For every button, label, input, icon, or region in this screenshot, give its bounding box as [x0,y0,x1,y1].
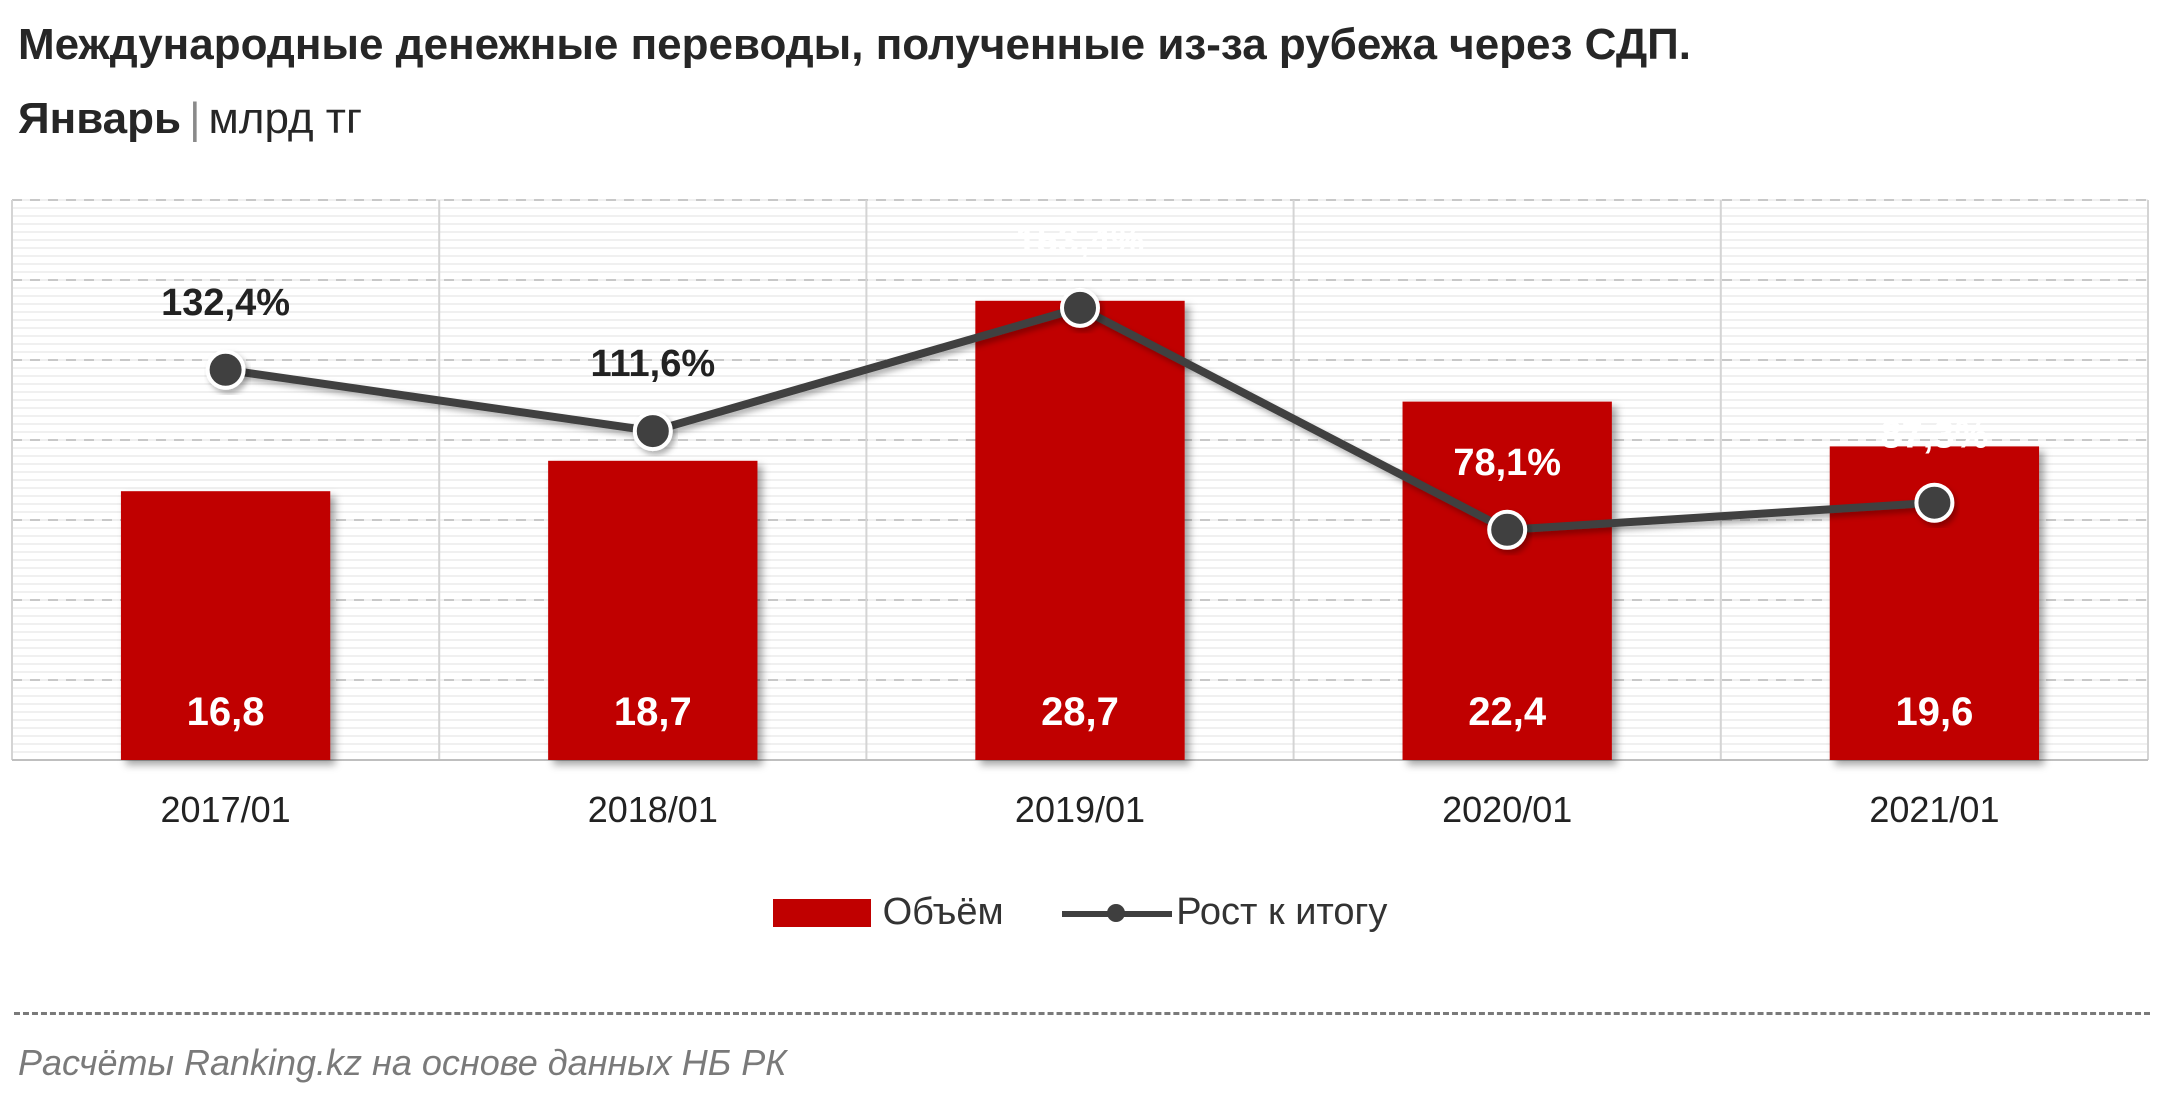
footer-divider [14,1012,2150,1015]
bar-value-label: 22,4 [1468,690,1547,734]
legend-line-label: Рост к итогу [1176,891,1388,934]
bar-value-label: 28,7 [1041,690,1119,734]
line-value-label: 132,4% [161,282,290,324]
legend-item-bar: Объём [772,891,1004,934]
line-value-label: 87,3% [1881,415,1989,457]
data-labels: 16,8 18,7 28,7 22,4 19,6 132,4% 111,6% 153,4% 78… [161,220,1988,734]
subtitle-period: Январь [18,94,182,143]
x-axis-tick-labels: 2017/01 2018/01 2019/01 2020/01 2021/01 [161,789,2000,830]
line-value-label: 153,4% [1016,220,1145,262]
legend: Объём Рост к итогу [0,890,2160,934]
x-tick-label: 2021/01 [1869,789,1999,830]
bar-value-label: 18,7 [614,690,692,734]
bar-value-label: 19,6 [1895,690,1973,734]
chart-subtitle: Январь | млрд тг [18,88,362,150]
x-tick-label: 2017/01 [161,789,291,830]
source-note: Расчёты Ranking.kz на основе данных НБ Р… [18,1042,787,1083]
line-point-2019/01 [1060,287,1100,328]
bar-2018/01 [548,460,758,760]
x-tick-label: 2020/01 [1442,789,1572,830]
line-point-2020/01 [1487,509,1528,550]
line-point-2021/01 [1914,482,1955,523]
legend-bar-swatch [772,898,871,927]
line-point-2018/01 [632,411,673,452]
chart-title: Международные денежные переводы, получен… [18,20,1692,69]
subtitle-separator: | [189,94,201,143]
legend-line-swatch [1062,898,1173,928]
legend-item-line: Рост к итогу [1062,891,1387,934]
bar-2020/01 [1402,401,1612,760]
subtitle-unit: млрд тг [208,94,362,143]
x-tick-label: 2019/01 [1015,789,1145,830]
line-value-label: 78,1% [1453,442,1561,484]
x-tick-label: 2018/01 [588,789,718,830]
line-value-label: 111,6% [590,343,715,385]
bar-2017/01 [120,491,331,760]
line-point-2017/01 [205,349,246,390]
legend-bar-label: Объём [882,891,1004,934]
line-series [205,287,1955,550]
bar-value-label: 16,8 [187,690,265,734]
chart-svg: 16,8 18,7 28,7 22,4 19,6 132,4% 111,6% 153,4% 78… [11,199,2149,830]
bar-2019/01 [975,300,1185,760]
